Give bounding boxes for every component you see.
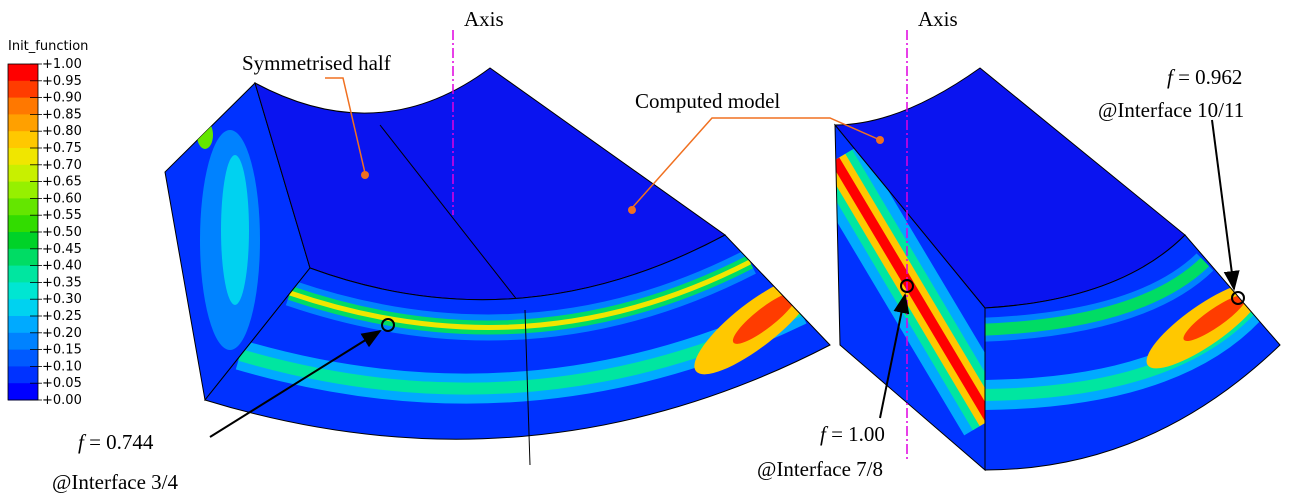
legend-swatch [8,81,38,98]
legend-label: +0.25 [42,309,82,324]
legend-label: +0.05 [42,376,82,391]
legend-swatch [8,215,38,232]
annotation: Symmetrised half [242,51,391,75]
legend: Init_function +1.00 +0.95 +0.90+0.85 +0.80 +… [8,39,88,408]
axis-label: Axis [918,7,958,31]
legend-swatch [8,333,38,350]
legend-label: +0.40 [42,259,82,274]
value: = 0.962 [1178,65,1242,89]
legend-swatch [8,148,38,165]
value-label: f = 0.744 [78,430,154,454]
value: = 1.00 [831,422,885,446]
location-label: @Interface 7/8 [757,457,883,481]
legend-label: +0.60 [42,191,82,206]
legend-label: +0.55 [42,208,82,223]
legend-label: +0.65 [42,175,82,190]
legend-label: +0.75 [42,141,82,156]
legend-label: +0.30 [42,292,82,307]
legend-label: +0.85 [42,107,82,122]
legend-swatch [8,366,38,383]
legend-swatch [8,165,38,182]
value-label: f = 1.00 [820,422,885,446]
legend-swatch [8,64,38,81]
legend-swatch [8,266,38,283]
legend-label: +0.20 [42,326,82,341]
legend-label: +0.70 [42,158,82,173]
legend-label: +0.90 [42,91,82,106]
legend-swatch [8,114,38,131]
symbol: f [78,430,87,454]
location-label: @Interface 3/4 [52,470,179,494]
legend-label: +0.45 [42,242,82,257]
value-label: f = 0.962 [1167,65,1242,89]
legend-title: Init_function [8,39,88,54]
value: = 0.744 [89,430,154,454]
legend-swatch [8,350,38,367]
symbol: f [1167,65,1176,89]
symbol: f [820,422,829,446]
legend-label: +0.10 [42,359,82,374]
legend-swatch [8,282,38,299]
legend-label: +1.00 [42,57,82,72]
legend-label: +0.80 [42,124,82,139]
location-label: @Interface 10/11 [1098,98,1244,122]
legend-swatch [8,249,38,266]
annotation: Computed model [635,89,780,113]
legend-swatch [8,198,38,215]
legend-swatch [8,299,38,316]
legend-swatch [8,316,38,333]
figure: Init_function +1.00 +0.95 +0.90+0.85 +0.80 +… [0,0,1289,495]
legend-swatch [8,131,38,148]
legend-swatch [8,383,38,400]
axis-label: Axis [464,7,504,31]
left-model [165,68,830,465]
legend-swatch [8,98,38,115]
legend-swatch [8,182,38,199]
legend-swatch [8,232,38,249]
legend-label: +0.50 [42,225,82,240]
legend-label: +0.00 [42,393,82,408]
legend-label: +0.15 [42,343,82,358]
legend-label: +0.95 [42,74,82,89]
legend-label: +0.35 [42,275,82,290]
